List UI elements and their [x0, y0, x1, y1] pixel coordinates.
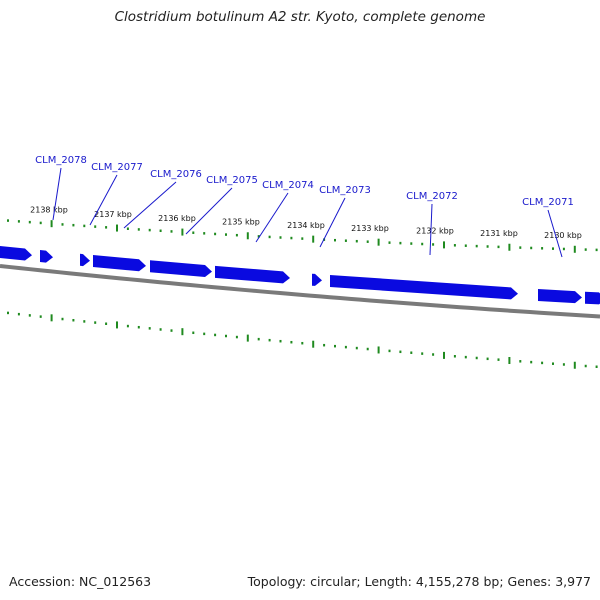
kbp-label: 2131 kbp — [480, 229, 518, 238]
gene-leader-line — [255, 192, 289, 243]
kbp-label: 2133 kbp — [351, 224, 389, 233]
gene-label: CLM_2076 — [150, 169, 202, 180]
kbp-label: 2138 kbp — [30, 205, 68, 214]
gene-label: CLM_2078 — [35, 155, 87, 166]
gene-leader-line — [52, 167, 62, 221]
gene-leader-line — [185, 187, 233, 235]
gene-arrow — [0, 246, 32, 261]
gene-leader-line — [89, 174, 118, 226]
gene-labels: CLM_2078 CLM_2077 CLM_2076 CLM_2075 CLM_2074… — [35, 155, 574, 258]
gene-arrow — [150, 260, 212, 277]
gene-arrow — [80, 253, 90, 267]
backbone-line — [0, 264, 600, 319]
inner-tick-ring — [7, 311, 598, 369]
gene-leader-line — [547, 209, 563, 258]
kbp-scale-labels: 2138 kbp 2137 kbp 2136 kbp 2135 kbp 2134 kbp… — [30, 205, 582, 239]
gene-label: CLM_2075 — [206, 175, 258, 186]
gene-arrow — [330, 275, 518, 300]
gene-arrow — [93, 255, 146, 272]
gene-arrows — [0, 246, 600, 305]
kbp-label: 2134 kbp — [287, 221, 325, 230]
gene-label: CLM_2073 — [319, 185, 371, 196]
gene-arrow — [538, 289, 582, 304]
gene-leader-line — [319, 197, 346, 248]
gene-label: CLM_2071 — [522, 197, 574, 208]
accession-text: Accession: NC_012563 — [9, 574, 152, 589]
kbp-label: 2137 kbp — [94, 210, 132, 219]
kbp-label: 2136 kbp — [158, 214, 196, 223]
gene-arrow — [215, 265, 290, 284]
gene-arrow — [40, 250, 53, 263]
gene-leader-line — [429, 203, 433, 256]
gene-leader-line — [123, 181, 177, 229]
kbp-label: 2132 kbp — [416, 227, 454, 236]
genome-backbone — [0, 264, 600, 319]
gene-label: CLM_2074 — [262, 180, 314, 191]
kbp-label: 2135 kbp — [222, 217, 260, 226]
genome-summary-text: Topology: circular; Length: 4,155,278 bp… — [247, 574, 591, 589]
kbp-label: 2130 kbp — [544, 231, 582, 240]
gene-arrow — [312, 273, 322, 286]
gene-label: CLM_2077 — [91, 162, 143, 173]
gene-arrow — [585, 291, 600, 305]
outer-tick-ring — [7, 219, 598, 253]
map-title: Clostridium botulinum A2 str. Kyoto, com… — [114, 9, 486, 25]
gene-label: CLM_2072 — [406, 191, 458, 202]
